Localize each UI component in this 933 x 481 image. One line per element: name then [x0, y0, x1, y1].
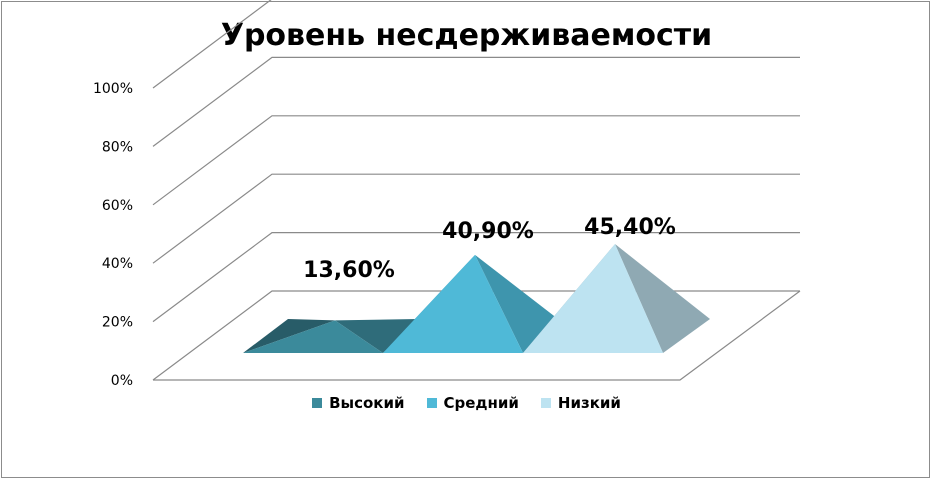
legend-label: Низкий	[557, 394, 621, 412]
pyramid-face	[475, 254, 558, 353]
legend-swatch	[540, 398, 551, 408]
pyramid-face	[615, 244, 710, 353]
data-label: 40,90%	[442, 219, 534, 244]
pyramid-face	[243, 319, 335, 353]
grid-line	[152, 232, 800, 323]
grid-line	[152, 0, 272, 89]
legend-label: Высокий	[329, 394, 405, 412]
y-tick-label: 100%	[93, 81, 133, 97]
y-tick-label: 20%	[102, 315, 133, 331]
data-label: 45,40%	[584, 215, 676, 240]
y-tick-label: 60%	[102, 198, 133, 214]
legend-label: Средний	[443, 394, 519, 412]
pyramid-2	[383, 254, 558, 353]
data-label: 13,60%	[303, 258, 395, 283]
pyramid-face	[383, 254, 523, 353]
y-tick-label: 0%	[111, 373, 133, 389]
pyramid-1	[243, 319, 418, 353]
pyramid-face	[523, 244, 663, 353]
data-labels: 13,60% 40,90% 45,40%	[303, 215, 676, 283]
chart-title: Уровень несдерживаемости	[220, 18, 713, 53]
pyramids	[243, 244, 710, 353]
legend-item: Низкий	[540, 394, 621, 412]
grid-lines	[152, 0, 800, 381]
pyramid-face	[335, 319, 418, 353]
legend: Высокий Средний Низкий	[0, 394, 933, 412]
y-tick-label: 40%	[102, 256, 133, 272]
pyramid-face	[243, 320, 383, 353]
floor-edge	[153, 290, 801, 381]
pyramid-3	[523, 244, 710, 353]
legend-item: Высокий	[312, 394, 405, 412]
grid-line	[152, 115, 800, 206]
legend-swatch	[426, 398, 437, 408]
legend-item: Средний	[426, 394, 519, 412]
y-axis-ticks: 0% 20% 40% 60% 80% 100%	[93, 81, 133, 389]
chart-floor	[153, 290, 801, 381]
grid-line	[152, 56, 800, 147]
legend-swatch	[312, 398, 323, 408]
grid-line	[152, 173, 800, 264]
y-tick-label: 80%	[102, 139, 133, 155]
